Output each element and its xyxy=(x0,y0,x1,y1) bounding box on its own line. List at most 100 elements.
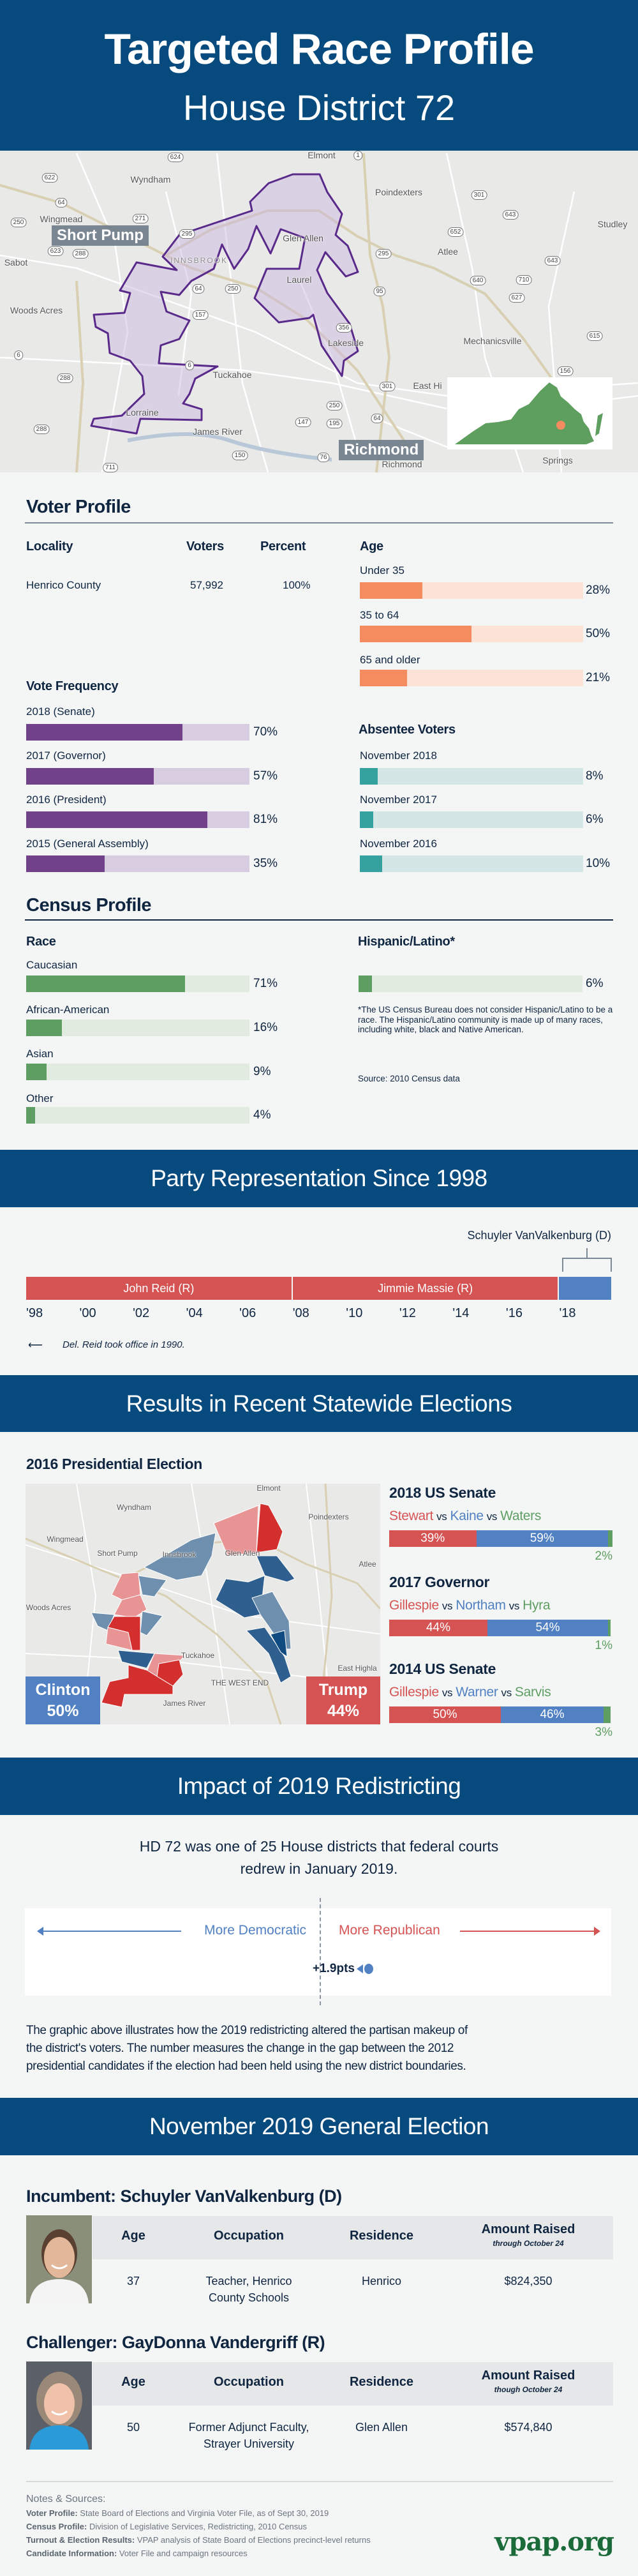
voters-header: Voters xyxy=(186,539,224,554)
route-shield-icon: 643 xyxy=(502,210,519,220)
bar-label: 35 to 64 xyxy=(360,609,399,621)
year-tick: '18 xyxy=(559,1306,576,1320)
more-republican-label: More Republican xyxy=(339,1923,440,1938)
bar-fill xyxy=(26,768,154,785)
section-title: Party Representation Since 1998 xyxy=(151,1165,487,1191)
bar-label: 2016 (President) xyxy=(26,794,107,806)
bar-value: 8% xyxy=(586,769,604,783)
route-shield-icon: 64 xyxy=(192,284,205,294)
locality-voters: 57,992 xyxy=(190,579,223,591)
route-shield-icon: 64 xyxy=(55,198,68,207)
bar-track xyxy=(360,670,583,686)
route-shield-icon: 271 xyxy=(132,214,149,223)
bar-label: Caucasian xyxy=(26,959,78,971)
vpap-logo[interactable]: vpap.org xyxy=(494,2527,614,2557)
timeline-segment xyxy=(559,1277,611,1300)
map-place-label: Atlee xyxy=(438,246,458,257)
vs-label: vs xyxy=(441,1687,453,1699)
bar-value: 9% xyxy=(253,1065,271,1078)
page-title: Targeted Race Profile xyxy=(104,25,534,73)
map-place-label: INNSBROOK xyxy=(170,256,228,265)
occupation-header: Occupation xyxy=(213,2229,285,2243)
bar-value: 10% xyxy=(586,857,611,870)
candidate-table-header xyxy=(93,2216,613,2259)
map-place-label: Mechanicsville xyxy=(463,336,522,346)
year-tick: '14 xyxy=(452,1306,470,1320)
census-source: Source: 2010 Census data xyxy=(358,1074,460,1083)
race-title: 2017 Governor xyxy=(389,1574,490,1590)
candidate-occupation: Strayer University xyxy=(203,2437,295,2450)
race-title: 2018 US Senate xyxy=(389,1484,496,1501)
richmond-callout: Richmond xyxy=(339,440,424,460)
note-label: Candidate Information: xyxy=(26,2549,117,2558)
map-place-label: East Highla xyxy=(338,1664,377,1673)
candidate-name: Warner xyxy=(456,1685,498,1699)
vs-label: vs xyxy=(441,1600,453,1612)
year-tick: '08 xyxy=(292,1306,309,1320)
map-place-label: East Hi xyxy=(413,380,442,391)
short-pump-callout: Short Pump xyxy=(52,225,149,246)
left-arrowhead-icon xyxy=(37,1927,43,1936)
virginia-state-shape xyxy=(455,382,603,444)
divider xyxy=(25,522,613,523)
map-place-label: Wingmead xyxy=(40,214,83,224)
candidate-name: Gillespie xyxy=(389,1685,439,1699)
divider xyxy=(26,2481,613,2482)
candidate-table-header xyxy=(93,2362,613,2406)
map-place-label: Wyndham xyxy=(117,1503,151,1512)
absentee-title: Absentee Voters xyxy=(359,723,456,737)
locality-header: Locality xyxy=(26,539,73,554)
route-shield-icon: 622 xyxy=(41,173,58,183)
locality-percent: 100% xyxy=(283,579,311,591)
vs-label: vs xyxy=(501,1687,512,1699)
note-line: Census Profile: Division of Legislative … xyxy=(26,2522,307,2531)
rep-share: 44% xyxy=(389,1620,487,1636)
note-line: Voter Profile: State Board of Elections … xyxy=(26,2508,329,2518)
bar-track xyxy=(360,855,583,872)
incumbent-callout: Schuyler VanValkenburg (D) xyxy=(467,1229,611,1242)
bar-track xyxy=(26,724,249,741)
map-place-label: THE WEST END xyxy=(211,1678,269,1687)
bar-value: 35% xyxy=(253,857,278,870)
candidate-occupation: Teacher, Henrico xyxy=(205,2275,292,2287)
hispanic-pct: 6% xyxy=(586,977,604,990)
route-shield-icon: 288 xyxy=(33,425,50,434)
callout-bracket xyxy=(562,1258,612,1272)
bar-label: Under 35 xyxy=(360,564,404,576)
year-tick: '06 xyxy=(239,1306,256,1320)
year-tick: '98 xyxy=(26,1306,43,1320)
center-dashed-line xyxy=(320,1898,321,2005)
vote-share-bar: 44% 54% xyxy=(389,1620,612,1636)
bar-label: 2017 (Governor) xyxy=(26,749,106,762)
map-place-label: Glen Allen xyxy=(225,1549,260,1558)
bar-track xyxy=(26,1064,249,1080)
route-shield-icon: 250 xyxy=(10,218,27,227)
route-shield-icon: 6 xyxy=(185,361,194,370)
route-shield-icon: 150 xyxy=(232,451,248,460)
vote-share-bar: 39% 59% xyxy=(389,1530,612,1547)
age-header: Age xyxy=(121,2375,145,2389)
year-tick: '10 xyxy=(346,1306,363,1320)
district-boundary xyxy=(90,173,359,435)
bar-fill xyxy=(26,855,105,872)
year-tick: '16 xyxy=(505,1306,523,1320)
year-tick: '04 xyxy=(186,1306,203,1320)
bar-track xyxy=(360,626,583,642)
year-tick: '02 xyxy=(133,1306,150,1320)
candidate-name: Gillespie xyxy=(389,1598,439,1613)
candidate-age: 50 xyxy=(126,2421,140,2434)
note-label: Voter Profile: xyxy=(26,2508,78,2518)
redistricting-intro-1: HD 72 was one of 25 House districts that… xyxy=(139,1838,499,1855)
bar-fill xyxy=(360,670,407,686)
map-place-label: Wingmead xyxy=(47,1535,84,1544)
trump-name: Trump xyxy=(318,1681,368,1699)
candidate-amount-raised: $824,350 xyxy=(504,2275,553,2287)
map-place-label: Springs xyxy=(542,455,573,465)
page-subtitle: House District 72 xyxy=(182,87,456,128)
route-shield-icon: 250 xyxy=(326,401,343,411)
bar-track xyxy=(360,768,583,785)
race-candidates: Stewart vs Kaine vs Waters xyxy=(389,1509,541,1524)
vs-label: vs xyxy=(436,1510,447,1523)
year-tick: '12 xyxy=(399,1306,416,1320)
race-candidates: Gillespie vs Northam vs Hyra xyxy=(389,1598,551,1613)
